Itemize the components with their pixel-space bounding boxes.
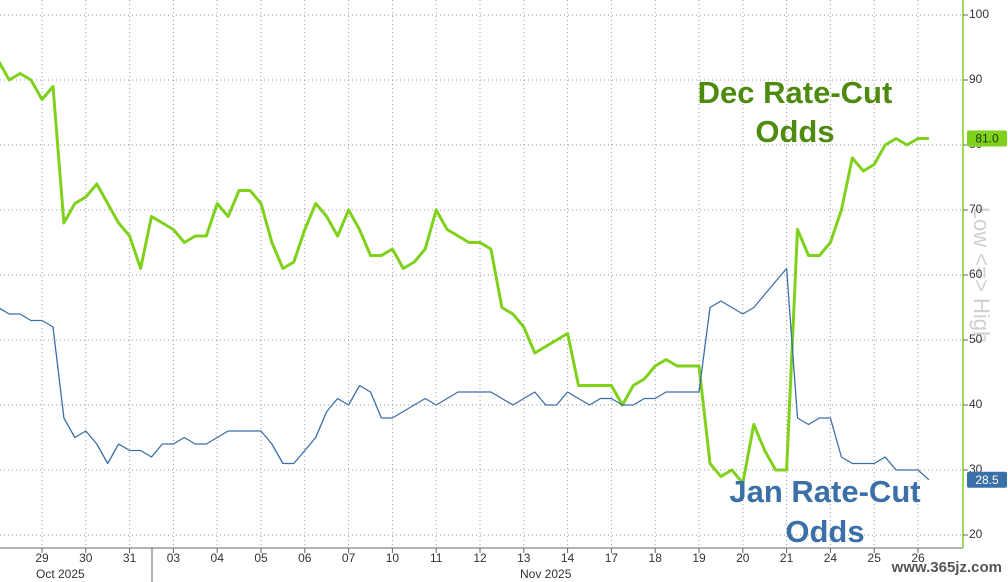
x-tick-label: 21 (780, 551, 794, 565)
x-tick-label: 07 (342, 551, 356, 565)
month-label: Nov 2025 (520, 567, 572, 581)
y-tick-label: 70 (969, 202, 983, 216)
x-tick-label: 25 (868, 551, 882, 565)
x-tick-label: 19 (692, 551, 706, 565)
annotation-line: Jan Rate-Cut (729, 474, 920, 509)
y-tick-label: 20 (969, 527, 983, 541)
end-label-box (967, 130, 1007, 147)
x-tick-label: 14 (561, 551, 575, 565)
x-tick-label: 18 (649, 551, 663, 565)
series-line (0, 267, 930, 481)
x-tick-label: 26 (911, 551, 925, 565)
x-tick-label: 06 (298, 551, 312, 565)
y-tick-label: 50 (969, 332, 983, 346)
end-label-box (967, 471, 1007, 488)
x-tick-label: 12 (473, 551, 487, 565)
x-tick-label: 13 (517, 551, 531, 565)
x-tick-label: 24 (824, 551, 838, 565)
end-label: 81.0 (975, 132, 999, 146)
x-tick-label: 31 (123, 551, 137, 565)
watermark: www.365jz.com (891, 559, 1002, 576)
y-tick-label: 90 (969, 72, 983, 86)
annotation-line: Dec Rate-Cut (698, 75, 893, 110)
series-line (0, 60, 929, 485)
y-tick-label: 40 (969, 397, 983, 411)
end-label: 28.5 (975, 473, 999, 487)
annotation-line: Odds (785, 514, 864, 549)
x-tick-label: 04 (211, 551, 225, 565)
series-annotation: Dec Rate-Cut Odds (698, 75, 893, 149)
y-tick-label: 60 (969, 267, 983, 281)
x-tick-label: 10 (386, 551, 400, 565)
annotation-line: Odds (755, 114, 834, 149)
x-tick-label: 20 (736, 551, 750, 565)
series-annotation: Jan Rate-Cut Odds (729, 474, 920, 549)
y-tick-label: 100 (969, 7, 989, 21)
x-tick-label: 11 (430, 551, 443, 565)
x-tick-label: 03 (167, 551, 181, 565)
y-axis-label: Low <=> High (969, 207, 994, 343)
x-tick-label: 30 (79, 551, 93, 565)
month-label: Oct 2025 (36, 567, 85, 581)
x-tick-label: 17 (605, 551, 619, 565)
x-tick-label: 29 (35, 551, 49, 565)
x-tick-label: 05 (254, 551, 268, 565)
